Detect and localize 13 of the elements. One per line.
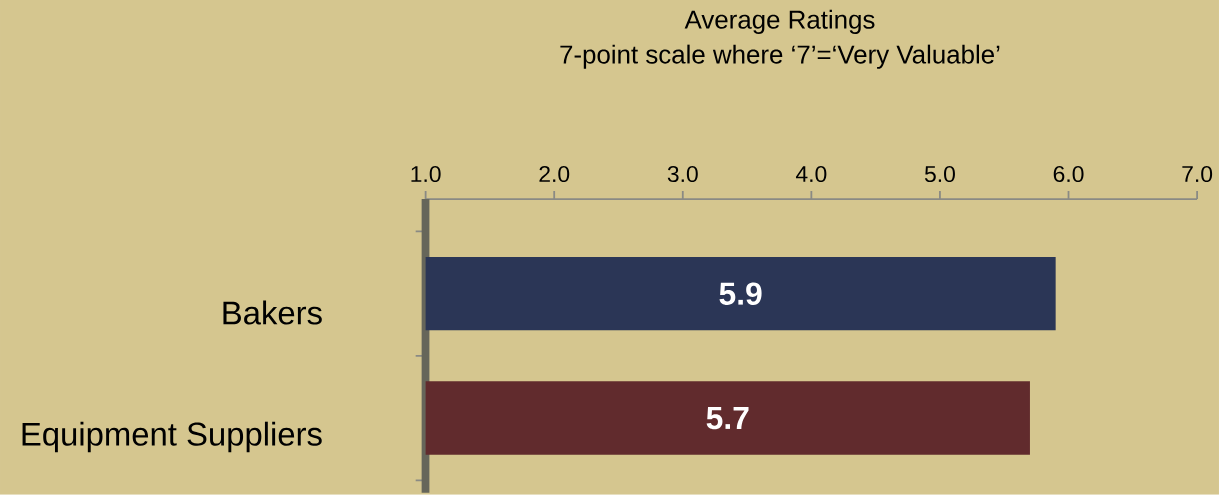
x-tick-label: 6.0 <box>1053 166 1084 183</box>
chart-title: Average Ratings <box>684 9 875 35</box>
y-tick-label: Bakers <box>223 300 322 325</box>
x-tick-label: 3.0 <box>667 166 698 183</box>
y-tick-label: Equipment Suppliers <box>22 421 322 453</box>
x-tick-label: 2.0 <box>539 166 570 183</box>
x-tick-label: 1.0 <box>411 166 441 183</box>
x-tick-label: 4.0 <box>795 166 827 183</box>
data-label: 5.7 <box>706 407 749 430</box>
x-tick-label: 5.0 <box>924 166 955 183</box>
chart-subtitle: 7-point scale where ‘7’=‘Very Valuable’ <box>560 44 1000 69</box>
x-tick-label: 7.0 <box>1182 166 1213 183</box>
data-label: 5.9 <box>719 282 762 306</box>
